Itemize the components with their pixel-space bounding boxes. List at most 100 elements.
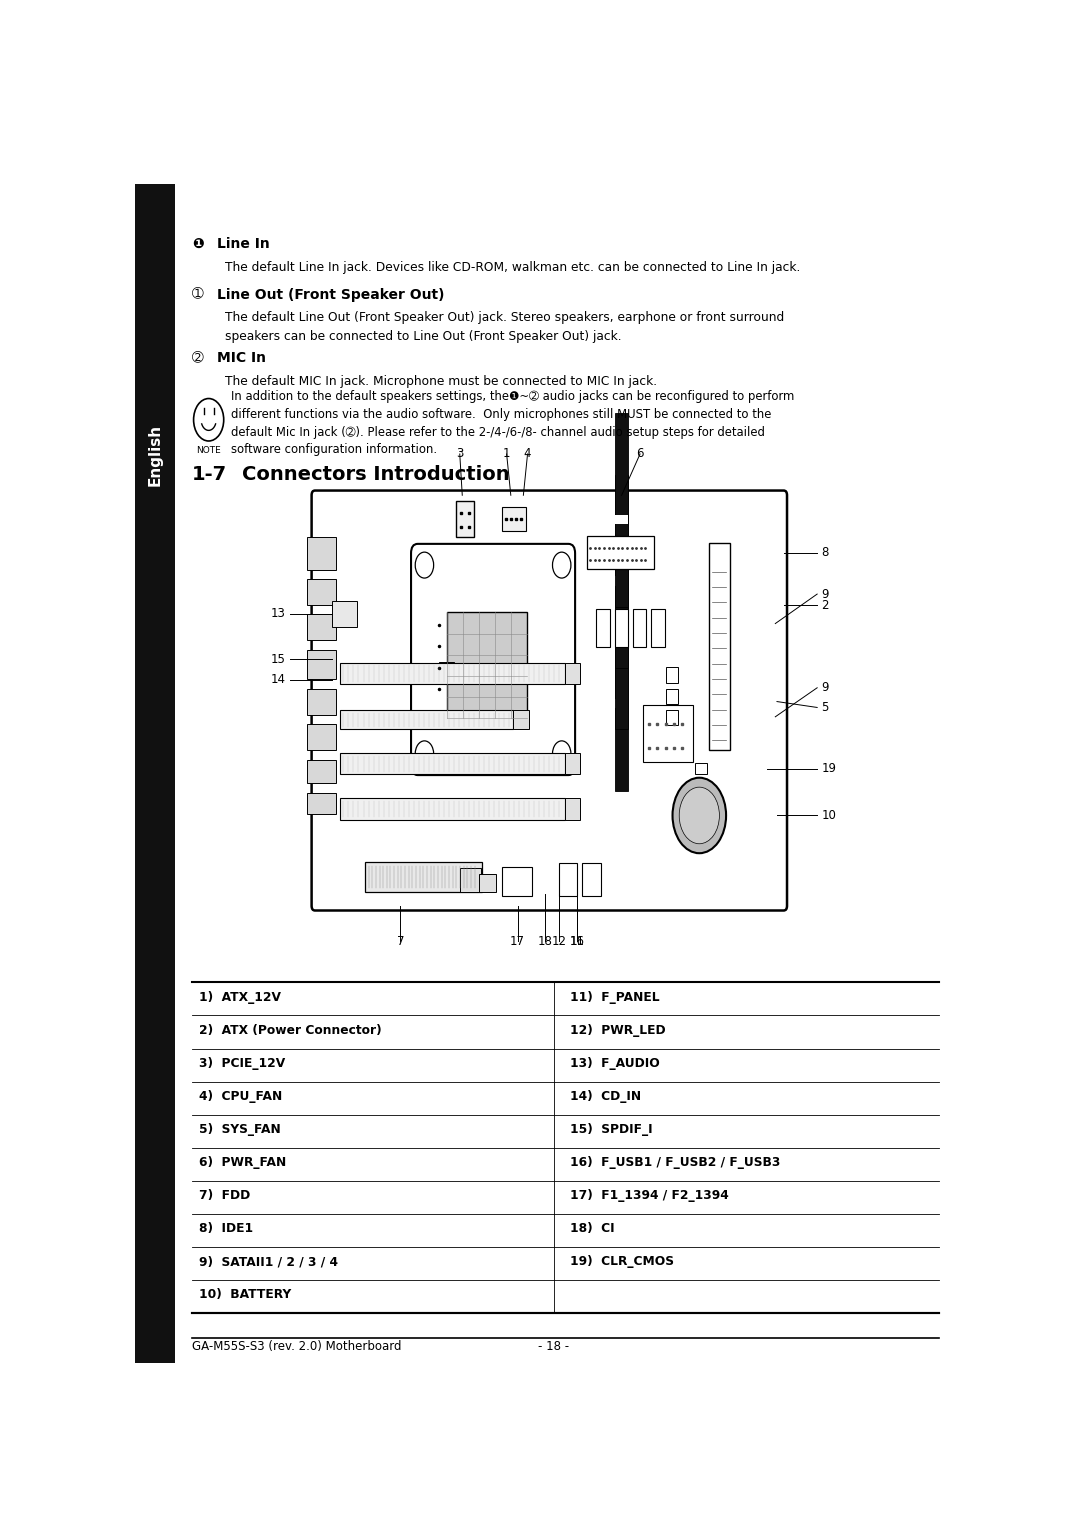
Text: In addition to the default speakers settings, the❶~➁ audio jacks can be reconfig: In addition to the default speakers sett… [231, 391, 795, 403]
Bar [586, 536, 653, 570]
Text: 1)  ATX_12V: 1) ATX_12V [199, 991, 281, 1003]
Text: 6)  PWR_FAN: 6) PWR_FAN [199, 1157, 286, 1169]
Text: 3)  PCIE_12V: 3) PCIE_12V [199, 1057, 285, 1069]
Bar [565, 798, 580, 820]
Text: ❶: ❶ [192, 237, 204, 251]
Bar [456, 501, 474, 536]
Bar [438, 662, 454, 683]
Text: 19: 19 [822, 761, 836, 775]
Circle shape [679, 787, 719, 844]
Bar [615, 414, 629, 607]
Bar [502, 507, 526, 530]
Text: 18: 18 [537, 935, 552, 948]
Text: 7: 7 [396, 935, 404, 948]
Text: 1-7: 1-7 [192, 464, 227, 484]
Text: 15: 15 [271, 653, 285, 666]
Text: 12)  PWR_LED: 12) PWR_LED [570, 1023, 666, 1037]
Bar [615, 475, 629, 668]
Bar [365, 863, 483, 892]
Bar [307, 760, 336, 783]
Text: 15)  SPDIF_I: 15) SPDIF_I [570, 1123, 653, 1135]
Text: 11: 11 [570, 935, 585, 948]
Text: 9: 9 [822, 682, 828, 694]
Bar [651, 610, 665, 647]
Text: default Mic In jack (➁). Please refer to the 2-/4-/6-/8- channel audio setup ste: default Mic In jack (➁). Please refer to… [231, 426, 765, 438]
Bar [480, 873, 496, 892]
Bar [558, 864, 577, 896]
Bar [307, 650, 336, 679]
Text: software configuration information.: software configuration information. [231, 443, 437, 457]
Bar [694, 763, 707, 774]
Bar [615, 536, 629, 729]
FancyBboxPatch shape [411, 544, 575, 775]
Text: 9: 9 [822, 588, 828, 601]
Bar [565, 754, 580, 774]
Text: 6: 6 [636, 447, 644, 460]
Bar [615, 515, 629, 524]
Text: 18)  CI: 18) CI [570, 1223, 615, 1235]
Text: GA-M55S-S3 (rev. 2.0) Motherboard: GA-M55S-S3 (rev. 2.0) Motherboard [192, 1340, 402, 1353]
Text: 13)  F_AUDIO: 13) F_AUDIO [570, 1057, 660, 1069]
Bar [307, 792, 336, 813]
Bar [340, 798, 565, 820]
Text: 10)  BATTERY: 10) BATTERY [199, 1288, 291, 1301]
Text: ➀: ➀ [192, 288, 203, 302]
Bar [307, 536, 336, 570]
Bar [307, 614, 336, 640]
Bar [596, 610, 609, 647]
Bar [615, 610, 627, 647]
Text: English: English [148, 424, 163, 486]
Text: Line In: Line In [217, 237, 270, 251]
Bar [513, 711, 528, 729]
Text: NOTE: NOTE [197, 446, 221, 455]
Text: The default Line Out (Front Speaker Out) jack. Stereo speakers, earphone or fron: The default Line Out (Front Speaker Out)… [226, 311, 785, 325]
Text: The default MIC In jack. Microphone must be connected to MIC In jack.: The default MIC In jack. Microphone must… [226, 375, 658, 388]
Text: 14: 14 [271, 674, 285, 686]
FancyBboxPatch shape [135, 184, 175, 1363]
Text: 8: 8 [822, 545, 828, 559]
Bar [666, 709, 678, 725]
Text: 16: 16 [569, 935, 584, 948]
Text: - 18 -: - 18 - [538, 1340, 569, 1353]
Bar [615, 576, 629, 585]
Bar [666, 668, 678, 683]
Text: 8)  IDE1: 8) IDE1 [199, 1223, 253, 1235]
Bar [666, 688, 678, 703]
Bar [708, 544, 730, 749]
Circle shape [673, 778, 726, 853]
Text: 10: 10 [822, 809, 836, 823]
Text: 7)  FDD: 7) FDD [199, 1189, 249, 1203]
Text: 2: 2 [822, 599, 828, 611]
Bar [460, 869, 482, 892]
Text: 19)  CLR_CMOS: 19) CLR_CMOS [570, 1255, 674, 1268]
Text: 5: 5 [822, 702, 828, 714]
Text: 17: 17 [510, 935, 525, 948]
Text: 12: 12 [551, 935, 566, 948]
Text: 9)  SATAII1 / 2 / 3 / 4: 9) SATAII1 / 2 / 3 / 4 [199, 1255, 338, 1268]
Text: MIC In: MIC In [217, 351, 266, 365]
Bar [502, 867, 531, 896]
Text: 5)  SYS_FAN: 5) SYS_FAN [199, 1123, 281, 1135]
Bar [307, 725, 336, 751]
Bar [340, 711, 513, 729]
Bar [633, 610, 647, 647]
Bar [307, 689, 336, 715]
Text: 16)  F_USB1 / F_USB2 / F_USB3: 16) F_USB1 / F_USB2 / F_USB3 [570, 1157, 781, 1169]
Text: Connectors Introduction: Connectors Introduction [242, 464, 510, 484]
Text: different functions via the audio software.  Only microphones still MUST be conn: different functions via the audio softwa… [231, 408, 771, 421]
Text: 3: 3 [456, 447, 463, 460]
Text: 17)  F1_1394 / F2_1394: 17) F1_1394 / F2_1394 [570, 1189, 729, 1203]
Bar [615, 699, 629, 708]
Bar [340, 663, 565, 685]
FancyBboxPatch shape [312, 490, 787, 910]
Bar [615, 597, 629, 791]
Text: 14)  CD_IN: 14) CD_IN [570, 1089, 642, 1103]
Text: 2)  ATX (Power Connector): 2) ATX (Power Connector) [199, 1023, 381, 1037]
Bar [615, 637, 629, 647]
Text: ➁: ➁ [192, 351, 203, 365]
Bar [307, 579, 336, 605]
Text: 1: 1 [503, 447, 511, 460]
Text: Line Out (Front Speaker Out): Line Out (Front Speaker Out) [217, 288, 445, 302]
Text: speakers can be connected to Line Out (Front Speaker Out) jack.: speakers can be connected to Line Out (F… [226, 329, 622, 343]
Bar [643, 705, 693, 761]
